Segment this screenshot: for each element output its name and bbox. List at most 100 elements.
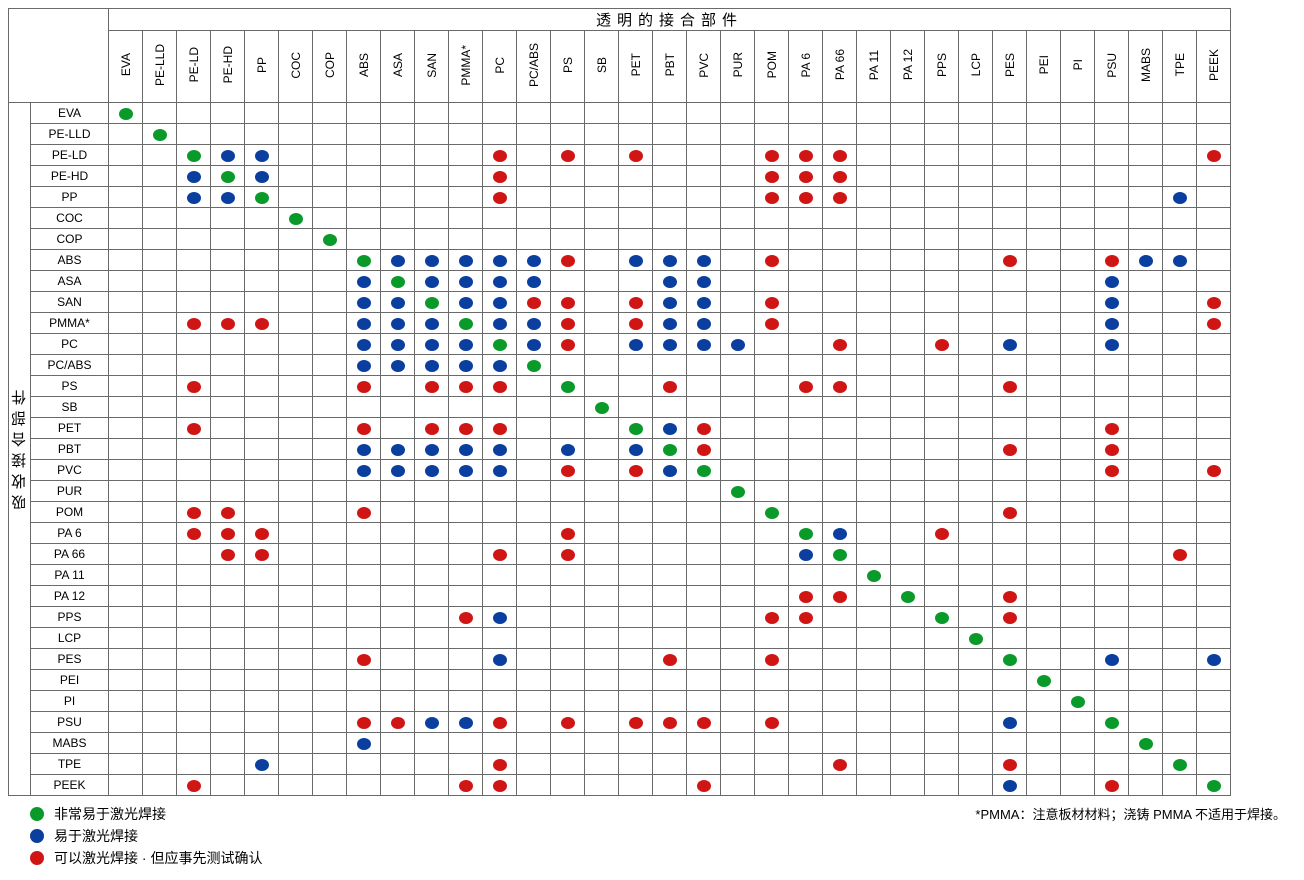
matrix-cell (551, 754, 585, 775)
matrix-cell (347, 313, 381, 334)
weld-dot (493, 360, 507, 372)
matrix-cell (653, 565, 687, 586)
matrix-cell (517, 691, 551, 712)
weld-dot (493, 297, 507, 309)
weld-dot (765, 612, 779, 624)
matrix-cell (1163, 103, 1197, 124)
matrix-cell (891, 481, 925, 502)
matrix-row: PE-HD (9, 166, 1231, 187)
matrix-cell (347, 565, 381, 586)
matrix-cell (1061, 250, 1095, 271)
matrix-cell (755, 586, 789, 607)
matrix-cell (449, 460, 483, 481)
matrix-cell (789, 523, 823, 544)
weld-dot (697, 339, 711, 351)
weld-dot (1173, 759, 1187, 771)
weld-dot (833, 150, 847, 162)
matrix-cell (1027, 628, 1061, 649)
matrix-cell (381, 481, 415, 502)
matrix-cell (245, 313, 279, 334)
weld-dot (459, 381, 473, 393)
matrix-cell (891, 376, 925, 397)
matrix-row: PEI (9, 670, 1231, 691)
matrix-row: PA 66 (9, 544, 1231, 565)
matrix-cell (551, 523, 585, 544)
weld-dot (561, 381, 575, 393)
matrix-cell (1027, 313, 1061, 334)
matrix-cell (823, 733, 857, 754)
matrix-cell (653, 502, 687, 523)
weld-dot (1071, 696, 1085, 708)
matrix-cell (313, 502, 347, 523)
matrix-cell (1163, 208, 1197, 229)
matrix-cell (823, 145, 857, 166)
matrix-cell (1163, 292, 1197, 313)
matrix-cell (755, 145, 789, 166)
matrix-cell (109, 292, 143, 313)
column-header: PE-LLD (143, 31, 177, 103)
matrix-cell (551, 208, 585, 229)
column-header: PE-HD (211, 31, 245, 103)
weld-dot (493, 444, 507, 456)
matrix-cell (823, 544, 857, 565)
matrix-cell (1027, 397, 1061, 418)
matrix-cell (279, 208, 313, 229)
matrix-row: PET (9, 418, 1231, 439)
matrix-cell (857, 481, 891, 502)
matrix-cell (1197, 439, 1231, 460)
matrix-cell (551, 334, 585, 355)
matrix-cell (449, 754, 483, 775)
matrix-cell (313, 187, 347, 208)
matrix-cell (483, 754, 517, 775)
matrix-cell (483, 733, 517, 754)
matrix-cell (449, 271, 483, 292)
matrix-cell (211, 376, 245, 397)
weld-dot (459, 612, 473, 624)
matrix-cell (415, 376, 449, 397)
matrix-cell (143, 334, 177, 355)
matrix-cell (823, 712, 857, 733)
matrix-cell (585, 649, 619, 670)
weld-dot (493, 549, 507, 561)
matrix-cell (721, 586, 755, 607)
matrix-cell (415, 649, 449, 670)
matrix-cell (211, 649, 245, 670)
matrix-cell (755, 229, 789, 250)
matrix-cell (721, 607, 755, 628)
matrix-cell (313, 292, 347, 313)
matrix-cell (585, 586, 619, 607)
matrix-cell (143, 271, 177, 292)
weld-dot (493, 171, 507, 183)
matrix-cell (857, 313, 891, 334)
matrix-cell (789, 712, 823, 733)
matrix-cell (483, 124, 517, 145)
matrix-row: PS (9, 376, 1231, 397)
matrix-cell (1129, 250, 1163, 271)
weld-dot (187, 150, 201, 162)
matrix-cell (1197, 103, 1231, 124)
matrix-row: PE-LD (9, 145, 1231, 166)
matrix-cell (483, 313, 517, 334)
matrix-cell (381, 103, 415, 124)
matrix-cell (653, 670, 687, 691)
matrix-cell (959, 754, 993, 775)
matrix-cell (925, 187, 959, 208)
matrix-cell (143, 292, 177, 313)
matrix-cell (279, 397, 313, 418)
weld-dot (1207, 654, 1221, 666)
weld-dot (765, 717, 779, 729)
matrix-cell (619, 691, 653, 712)
matrix-cell (517, 460, 551, 481)
matrix-cell (925, 292, 959, 313)
row-header: COC (31, 208, 109, 229)
matrix-cell (415, 733, 449, 754)
matrix-cell (619, 775, 653, 796)
weld-dot (561, 297, 575, 309)
matrix-cell (279, 523, 313, 544)
matrix-cell (959, 208, 993, 229)
weld-dot (1139, 738, 1153, 750)
matrix-cell (143, 754, 177, 775)
matrix-cell (823, 670, 857, 691)
weld-dot (595, 402, 609, 414)
weld-dot (561, 444, 575, 456)
